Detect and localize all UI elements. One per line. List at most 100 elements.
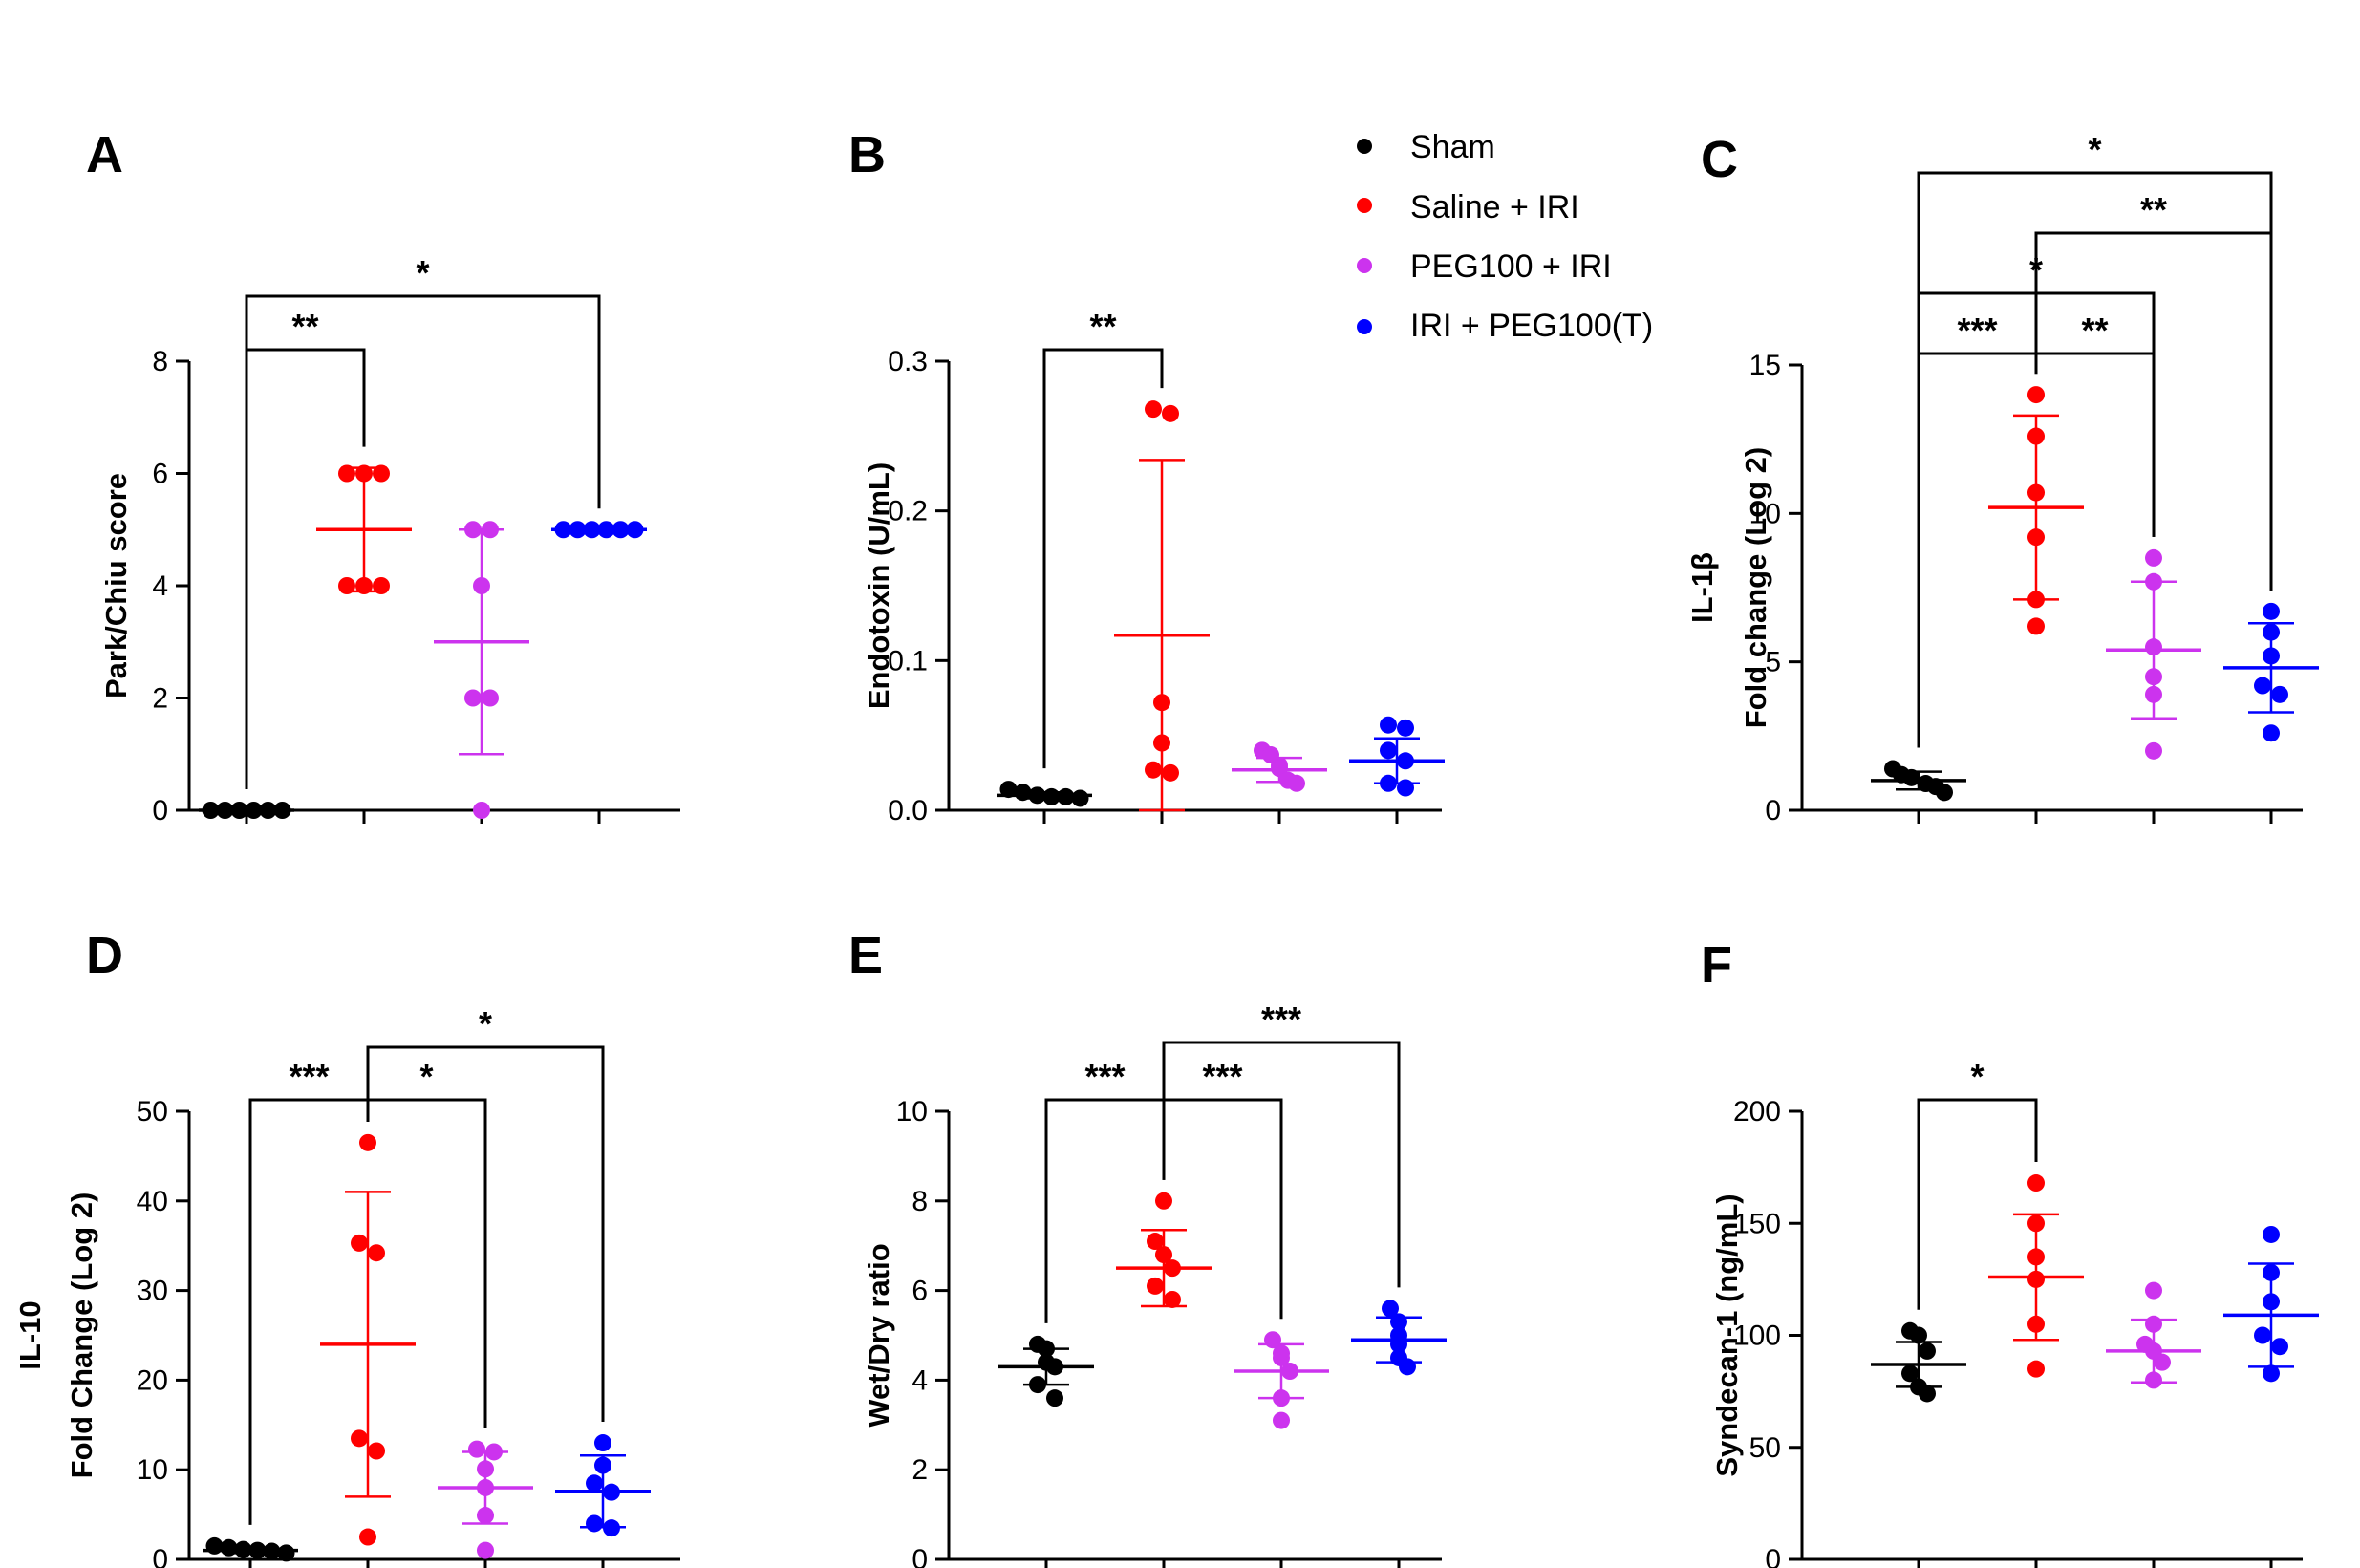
data-point-saline-iri <box>1147 1277 1164 1295</box>
y-tick-label-d: 50 <box>137 1096 168 1128</box>
data-point-iri-peg100t <box>1390 1335 1407 1353</box>
data-point-peg100-iri <box>485 1443 503 1461</box>
data-point-saline-iri <box>368 1244 385 1262</box>
y-tick-label-e: 2 <box>912 1454 928 1486</box>
data-point-iri-peg100t <box>626 521 644 539</box>
data-point-saline-iri <box>1153 734 1170 752</box>
data-point-sham <box>1014 784 1032 802</box>
data-point-saline-iri <box>351 1429 368 1448</box>
data-point-sham <box>277 1544 295 1562</box>
data-point-iri-peg100t <box>2271 685 2288 703</box>
y-tick-label-b: 0.0 <box>888 795 928 827</box>
data-point-saline-iri <box>2027 483 2045 502</box>
y-tick-label-f: 0 <box>1765 1544 1781 1568</box>
data-point-iri-peg100t <box>1397 779 1414 797</box>
legend-label-saline-iri: Saline + IRI <box>1410 189 1579 226</box>
y-tick-label-b: 0.3 <box>888 346 928 377</box>
data-point-iri-peg100t <box>1380 716 1397 734</box>
data-point-peg100-iri <box>464 689 482 707</box>
data-point-saline-iri <box>2027 1360 2045 1378</box>
y-tick-label-c: 5 <box>1765 647 1781 678</box>
data-point-sham <box>234 1540 252 1558</box>
legend: Sham Saline + IRI PEG100 + IRI IRI + PEG… <box>1357 129 1653 344</box>
data-point-iri-peg100t <box>586 1474 603 1493</box>
data-point-peg100-iri <box>2145 572 2162 591</box>
data-point-iri-peg100t <box>2263 1293 2280 1311</box>
data-point-iri-peg100t <box>2254 677 2271 695</box>
data-point-peg100-iri <box>1281 1363 1298 1381</box>
y-tick-label-f: 100 <box>1733 1321 1781 1352</box>
data-point-saline-iri <box>1162 404 1179 422</box>
data-point-iri-peg100t <box>554 521 572 539</box>
data-point-peg100-iri <box>2145 1315 2162 1333</box>
significance-bracket-d <box>366 1045 605 1423</box>
data-point-iri-peg100t <box>603 1519 620 1537</box>
data-point-peg100-iri <box>2145 685 2162 703</box>
data-point-saline-iri <box>359 1528 376 1546</box>
data-point-iri-peg100t <box>2263 1225 2280 1243</box>
y-axis-title-f: Syndecan-1 (ng/mL) <box>1710 1193 1744 1476</box>
significance-label-c: ** <box>2140 190 2167 229</box>
data-point-saline-iri <box>1147 1233 1164 1251</box>
data-point-saline-iri <box>2027 386 2045 404</box>
data-point-peg100-iri <box>2145 741 2162 760</box>
panel-letter-b: B <box>848 126 886 183</box>
data-point-peg100-iri <box>2145 638 2162 656</box>
data-point-peg100-iri <box>477 1478 494 1496</box>
data-point-iri-peg100t <box>603 1483 620 1501</box>
data-point-saline-iri <box>373 464 390 483</box>
data-point-sham <box>1046 1389 1063 1407</box>
significance-label-a: * <box>416 253 429 292</box>
panel-letter-c: C <box>1701 131 1738 188</box>
data-point-sham <box>273 802 291 819</box>
y-tick-label-c: 15 <box>1749 350 1781 381</box>
legend-label-iri-peg100t: IRI + PEG100(T) <box>1410 308 1653 344</box>
data-point-sham <box>230 802 248 819</box>
data-point-sham <box>205 1536 224 1555</box>
data-point-iri-peg100t <box>597 521 615 539</box>
data-point-iri-peg100t <box>2271 1338 2288 1356</box>
data-point-peg100-iri <box>477 1460 494 1478</box>
significance-label-e: *** <box>1202 1057 1242 1096</box>
significance-bracket-c <box>1917 352 2038 748</box>
data-point-saline-iri <box>2027 591 2045 609</box>
data-point-iri-peg100t <box>2263 1263 2280 1281</box>
y-tick-label-f: 200 <box>1733 1096 1781 1128</box>
significance-bracket-e <box>1044 1098 1166 1323</box>
data-point-sham <box>1919 1385 1936 1403</box>
data-point-saline-iri <box>2027 528 2045 547</box>
data-point-iri-peg100t <box>2254 1326 2271 1344</box>
data-point-peg100-iri <box>482 521 499 539</box>
y-tick-label-d: 20 <box>137 1364 168 1396</box>
data-point-saline-iri <box>1145 400 1162 419</box>
data-point-saline-iri <box>2027 1174 2045 1192</box>
y-tick-label-d: 10 <box>137 1454 168 1486</box>
y-axis-title-c: Fold change (Log 2) <box>1739 447 1772 729</box>
data-point-saline-iri <box>351 1234 368 1252</box>
y-tick-label-d: 30 <box>137 1276 168 1307</box>
y-tick-label-a: 8 <box>152 346 168 377</box>
y-axis-title-a: Park/Chiu score <box>99 473 133 698</box>
data-point-iri-peg100t <box>1390 1313 1407 1331</box>
legend-marker-saline-iri <box>1357 198 1372 213</box>
y-axis-title-d: Fold Change (Log 2) <box>65 1192 98 1479</box>
data-point-sham <box>1901 1364 1919 1383</box>
data-point-saline-iri <box>2027 427 2045 445</box>
data-point-peg100-iri <box>477 1541 494 1559</box>
data-point-sham <box>202 802 220 819</box>
data-point-saline-iri <box>359 1133 376 1151</box>
significance-label-d: * <box>419 1057 433 1096</box>
y-tick-label-a: 0 <box>152 795 168 827</box>
legend-marker-peg100-iri <box>1357 258 1372 273</box>
data-point-sham <box>220 1538 238 1557</box>
y-tick-label-e: 0 <box>912 1544 928 1568</box>
y-axis-title-d: IL-10 <box>13 1300 47 1369</box>
data-point-iri-peg100t <box>586 1514 603 1533</box>
data-point-iri-peg100t <box>1399 1358 1416 1376</box>
y-tick-label-e: 10 <box>896 1096 928 1128</box>
panel-letter-f: F <box>1701 936 1732 994</box>
panel-letter-e: E <box>848 927 883 984</box>
data-point-sham <box>1071 789 1089 807</box>
